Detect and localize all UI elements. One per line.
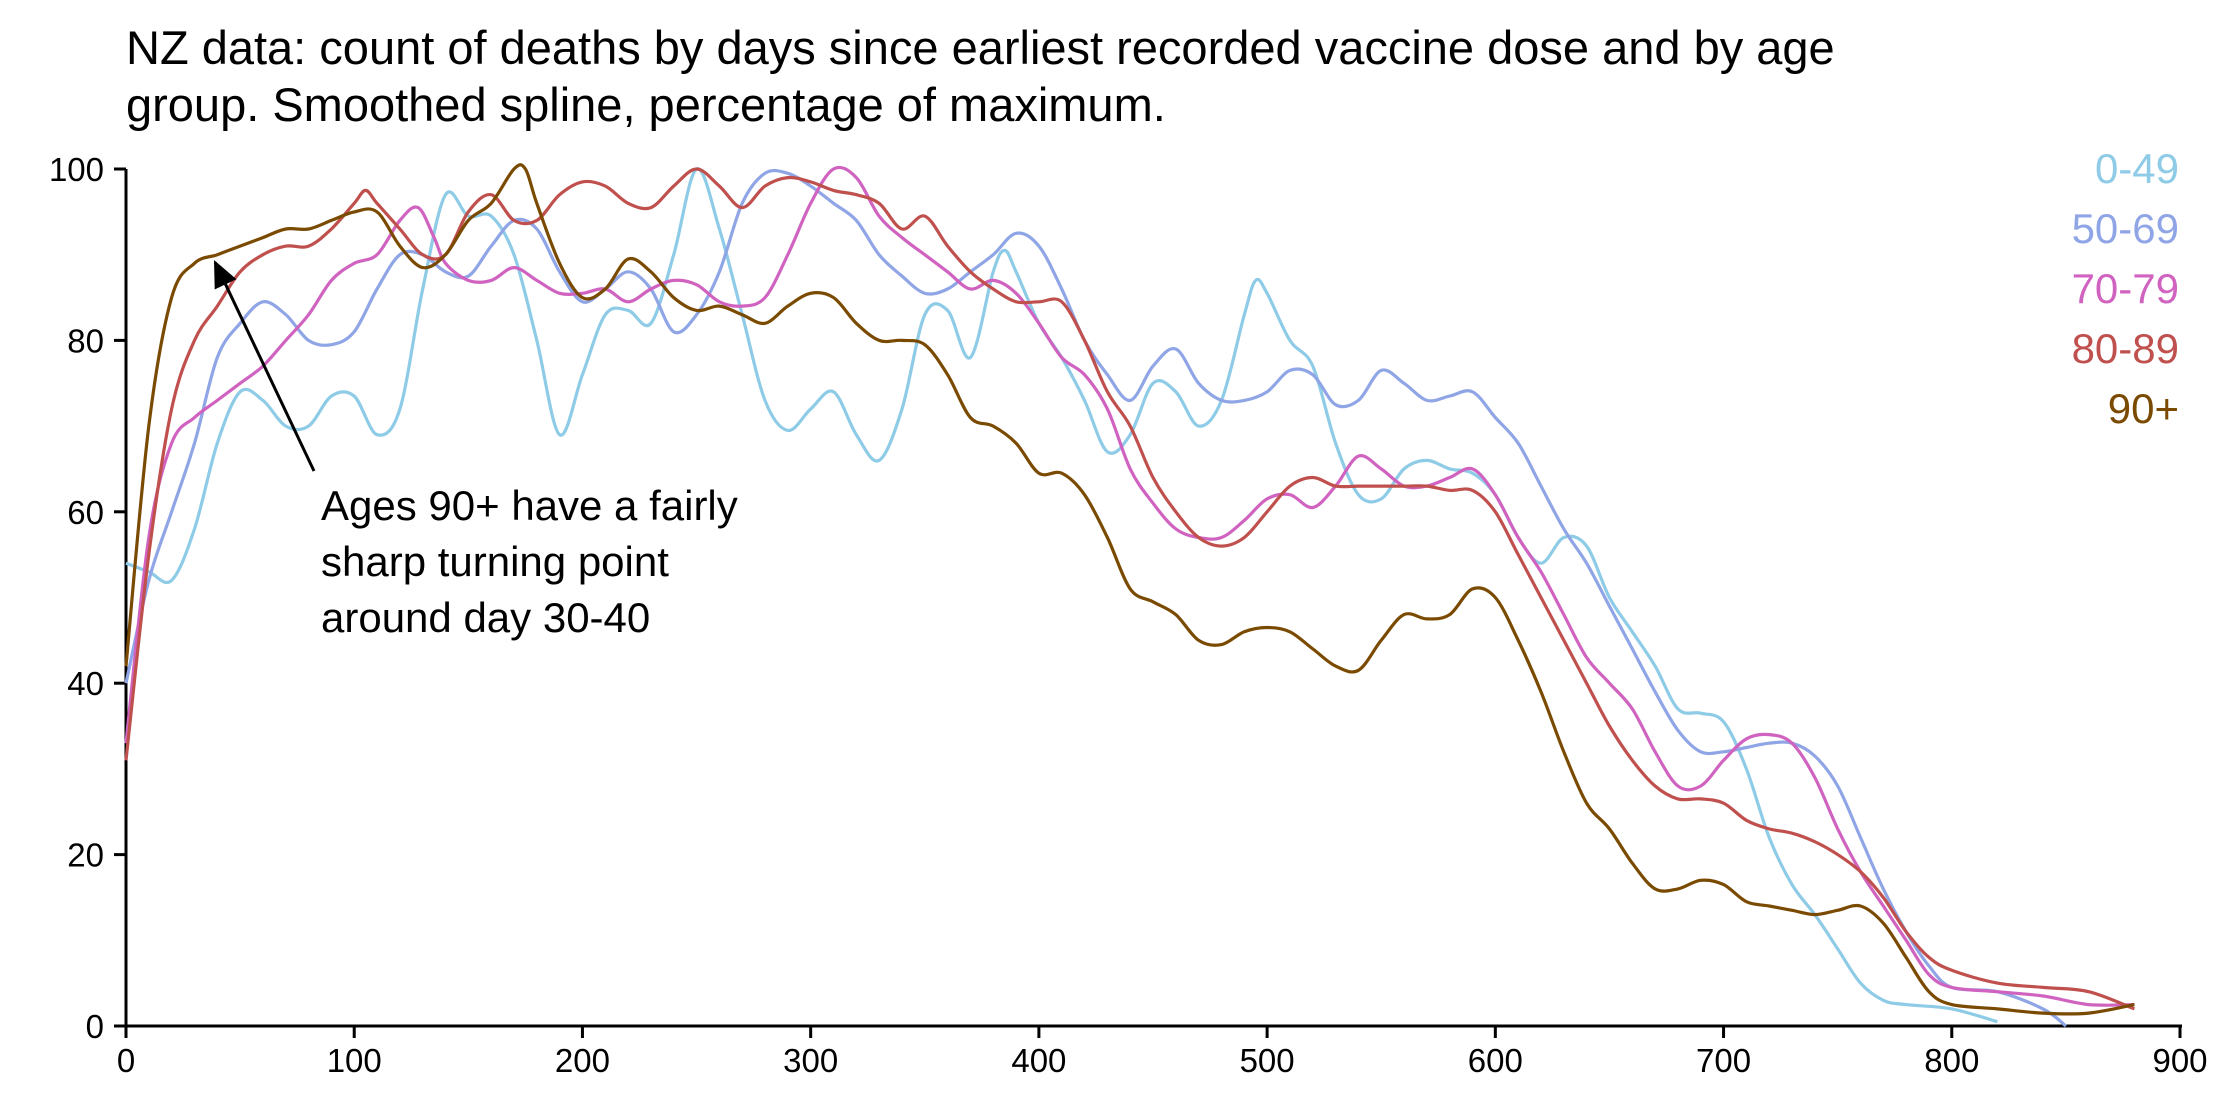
x-tick-label: 900: [2152, 1042, 2207, 1079]
legend: 0-49 50-69 70-79 80-89 90+: [2072, 145, 2179, 432]
series-line-70-79: [124, 165, 2135, 1007]
x-tick-label: 300: [783, 1042, 838, 1079]
chart-title-line-1: NZ data: count of deaths by days since e…: [126, 21, 1835, 74]
series-line-90+: [124, 163, 2135, 1016]
x-tick-label: 200: [555, 1042, 610, 1079]
legend-entry-0-49: 0-49: [2095, 145, 2179, 192]
legend-entry-80-89: 80-89: [2072, 325, 2179, 372]
x-tick-label: 600: [1468, 1042, 1523, 1079]
x-tick-label: 500: [1240, 1042, 1295, 1079]
y-tick-label: 100: [49, 151, 104, 188]
x-tick-label: 0: [117, 1042, 135, 1079]
annotation-line-2: sharp turning point: [321, 538, 669, 585]
y-tick-label: 0: [86, 1008, 104, 1045]
x-tick-label: 400: [1011, 1042, 1066, 1079]
axes: 0 100 200 300 400 500 600 700 800 900 0 20 40 60 80 100: [49, 151, 2208, 1079]
series-line-80-89: [124, 167, 2135, 1011]
annotation-line-3: around day 30-40: [321, 594, 650, 641]
legend-entry-70-79: 70-79: [2072, 265, 2179, 312]
x-tick-label: 100: [327, 1042, 382, 1079]
annotation: Ages 90+ have a fairly sharp turning poi…: [213, 259, 738, 641]
x-tick-label: 800: [1924, 1042, 1979, 1079]
legend-entry-90+: 90+: [2108, 385, 2179, 432]
y-tick-label: 80: [67, 322, 104, 359]
chart-title-line-2: group. Smoothed spline, percentage of ma…: [126, 78, 1166, 131]
y-tick-label: 60: [67, 494, 104, 531]
legend-entry-50-69: 50-69: [2072, 205, 2179, 252]
y-tick-label: 20: [67, 837, 104, 874]
x-tick-label: 700: [1696, 1042, 1751, 1079]
y-tick-label: 40: [67, 665, 104, 702]
series-lines: [124, 163, 2135, 1028]
annotation-arrow: [213, 259, 316, 472]
annotation-line-1: Ages 90+ have a fairly: [321, 482, 738, 529]
